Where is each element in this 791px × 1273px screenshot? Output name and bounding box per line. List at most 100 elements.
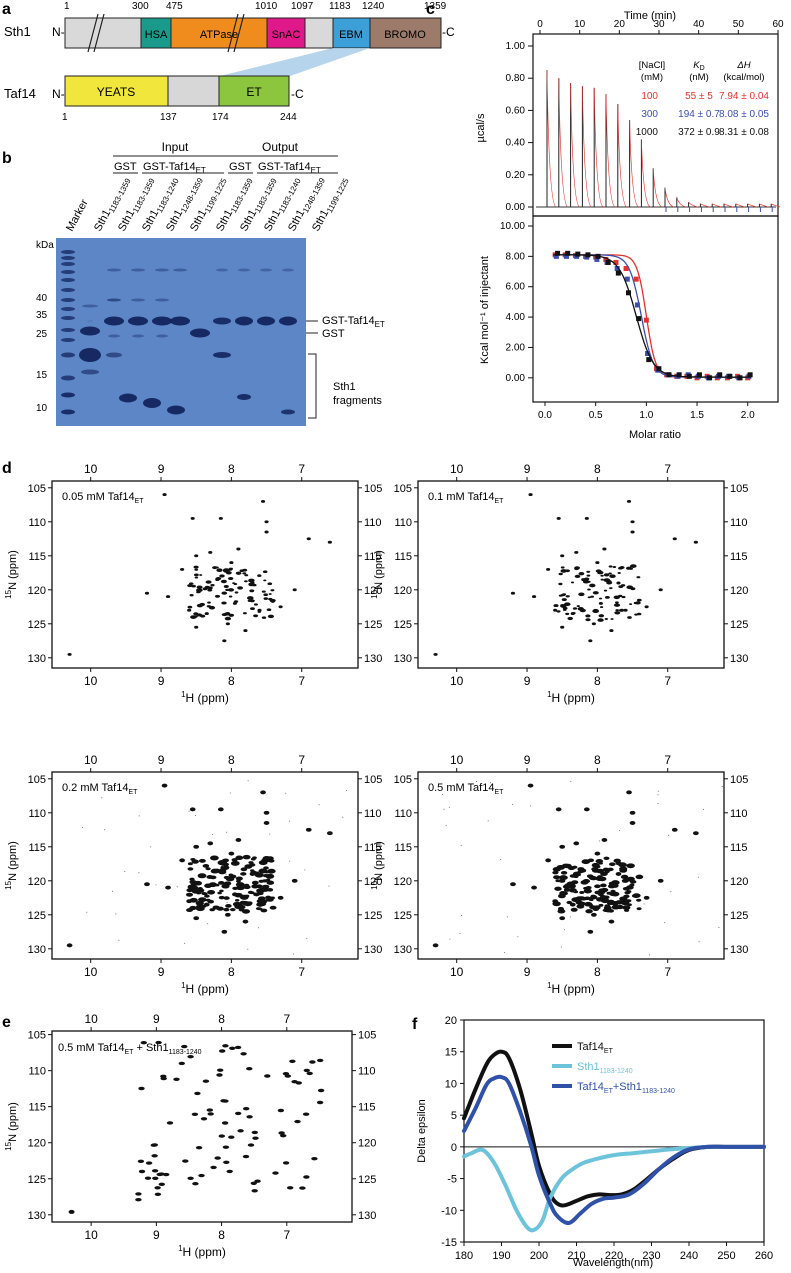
hsqc-peak bbox=[303, 1175, 310, 1179]
isotherm-point bbox=[645, 351, 651, 357]
itc-row-dh: 8.08 ± 0.05 bbox=[719, 109, 769, 120]
isotherm-point bbox=[563, 253, 569, 259]
hsqc-noise bbox=[328, 885, 330, 887]
n-tick-label-right: 110 bbox=[364, 808, 382, 820]
hsqc-peak bbox=[222, 1099, 229, 1103]
hsqc-peak-cluster bbox=[608, 572, 612, 575]
hsqc-peak bbox=[162, 493, 167, 497]
hsqc-spectrum-0-5mM: 10 10 9 9 8 8 7 7 105 105 110 110 115 115 120 120 125 125… bbox=[370, 753, 748, 996]
hsqc-peak bbox=[282, 1072, 290, 1076]
hsqc-peak-cluster bbox=[220, 579, 227, 584]
panel-b-letter: b bbox=[2, 150, 12, 167]
hsqc-peak bbox=[260, 790, 266, 795]
hsqc-peak-cluster bbox=[636, 907, 642, 911]
hsqc-peak-cluster bbox=[616, 904, 624, 910]
isotherm-point bbox=[737, 375, 743, 381]
hsqc-peak-cluster bbox=[619, 866, 628, 872]
hsqc-peak-cluster bbox=[210, 583, 215, 587]
hsqc-peak-cluster bbox=[207, 588, 213, 592]
gel-band bbox=[190, 328, 210, 338]
hsqc-noise bbox=[289, 860, 291, 862]
kcal-axis-label: Kcal mol⁻¹ of injectant bbox=[479, 256, 491, 364]
hsqc-peak bbox=[309, 1060, 316, 1064]
h-tick-label-bottom: 7 bbox=[283, 1228, 290, 1242]
hsqc-peak-cluster bbox=[589, 583, 596, 588]
hsqc-peak bbox=[615, 872, 622, 876]
hsqc-peak-cluster bbox=[635, 601, 641, 605]
hsqc-peak-cluster bbox=[572, 607, 578, 610]
hsqc-peak-cluster bbox=[604, 904, 611, 908]
hsqc-peak-cluster bbox=[571, 880, 579, 885]
hsqc-noise bbox=[470, 786, 472, 788]
hsqc-peak bbox=[574, 550, 579, 554]
hsqc-peak bbox=[291, 878, 298, 883]
hsqc-peak bbox=[242, 919, 249, 924]
hsqc-peak bbox=[158, 1182, 165, 1187]
hsqc-peak-cluster bbox=[558, 878, 566, 883]
gel-band bbox=[132, 334, 144, 338]
hsqc-peak-cluster bbox=[596, 860, 602, 863]
n-tick-label-left: 120 bbox=[394, 876, 412, 888]
hsqc-peak-cluster bbox=[579, 608, 586, 613]
hsqc-peak-cluster bbox=[553, 604, 559, 608]
isotherm-point bbox=[585, 252, 591, 258]
h-tick-label-top: 10 bbox=[84, 462, 98, 476]
h-tick-label-top: 7 bbox=[664, 753, 671, 767]
hsqc-peak-cluster bbox=[266, 880, 275, 885]
hsqc-peak-cluster bbox=[217, 891, 222, 895]
molar-tick-label: 0.0 bbox=[538, 410, 552, 421]
thermogram-decay bbox=[629, 120, 639, 208]
hsqc-peak-cluster bbox=[597, 618, 604, 622]
h-tick-label-top: 8 bbox=[228, 462, 235, 476]
thermogram-decay bbox=[759, 203, 769, 208]
gel-band bbox=[257, 316, 275, 326]
gel-band bbox=[156, 334, 168, 338]
bromo-domain bbox=[369, 17, 442, 49]
hsqc-peak-cluster bbox=[235, 855, 244, 861]
h-tick-label-bottom: 7 bbox=[664, 965, 671, 979]
hsqc-peak-cluster bbox=[196, 590, 201, 594]
n-tick-label-left: 130 bbox=[394, 944, 412, 956]
molar-axis-label: Molar ratio bbox=[629, 429, 681, 441]
binding-isotherm-frame bbox=[532, 215, 779, 403]
sth1-pos-1010: 1010 bbox=[255, 1, 278, 12]
hsqc-peak bbox=[246, 1115, 253, 1119]
hsqc-noise bbox=[530, 805, 532, 807]
hsqc-peak-cluster bbox=[552, 866, 561, 872]
molar-tick-label: 0.5 bbox=[589, 410, 603, 421]
hsqc-peak-cluster bbox=[267, 614, 275, 619]
hsqc-condition-label: 0.05 mM Taf14ET bbox=[62, 491, 144, 505]
hsqc-peak bbox=[243, 629, 248, 633]
hsqc-peak bbox=[608, 919, 615, 924]
gel-band bbox=[119, 393, 137, 403]
hsqc-noise bbox=[500, 859, 502, 860]
hsqc-noise bbox=[643, 903, 645, 905]
hsqc-peak-cluster bbox=[239, 569, 245, 572]
snac-label: SnAC bbox=[272, 29, 301, 41]
hsqc-peak bbox=[672, 537, 677, 541]
hsqc-peak-cluster bbox=[604, 618, 609, 620]
hsqc-peak-cluster bbox=[606, 581, 613, 585]
hsqc-peak bbox=[584, 516, 589, 520]
n-tick-label-right: 120 bbox=[730, 585, 748, 597]
table-head-kd-unit: (nM) bbox=[689, 72, 709, 83]
cd-legend-label: Taf14ET bbox=[577, 1041, 614, 1055]
hsqc-peak-cluster bbox=[242, 612, 247, 615]
gel-band bbox=[61, 278, 75, 282]
h-tick-label-top: 10 bbox=[450, 462, 464, 476]
gel-band bbox=[281, 409, 295, 415]
hsqc-noise bbox=[101, 797, 103, 799]
gel-band bbox=[235, 316, 253, 326]
h-tick-label-top: 7 bbox=[298, 462, 305, 476]
n-tick-label-left: 105 bbox=[28, 483, 46, 495]
gel-band bbox=[61, 352, 75, 358]
n-tick-label-right: 115 bbox=[730, 842, 748, 854]
hsqc-peak bbox=[226, 1169, 233, 1174]
hsqc-peak bbox=[178, 1061, 185, 1066]
band-label-gst: GST bbox=[322, 328, 345, 340]
hsqc-peak-cluster bbox=[570, 907, 578, 912]
cd-y-tick-label: -5 bbox=[447, 1174, 457, 1186]
hsqc-peak bbox=[559, 916, 566, 921]
gel-band bbox=[152, 316, 172, 326]
